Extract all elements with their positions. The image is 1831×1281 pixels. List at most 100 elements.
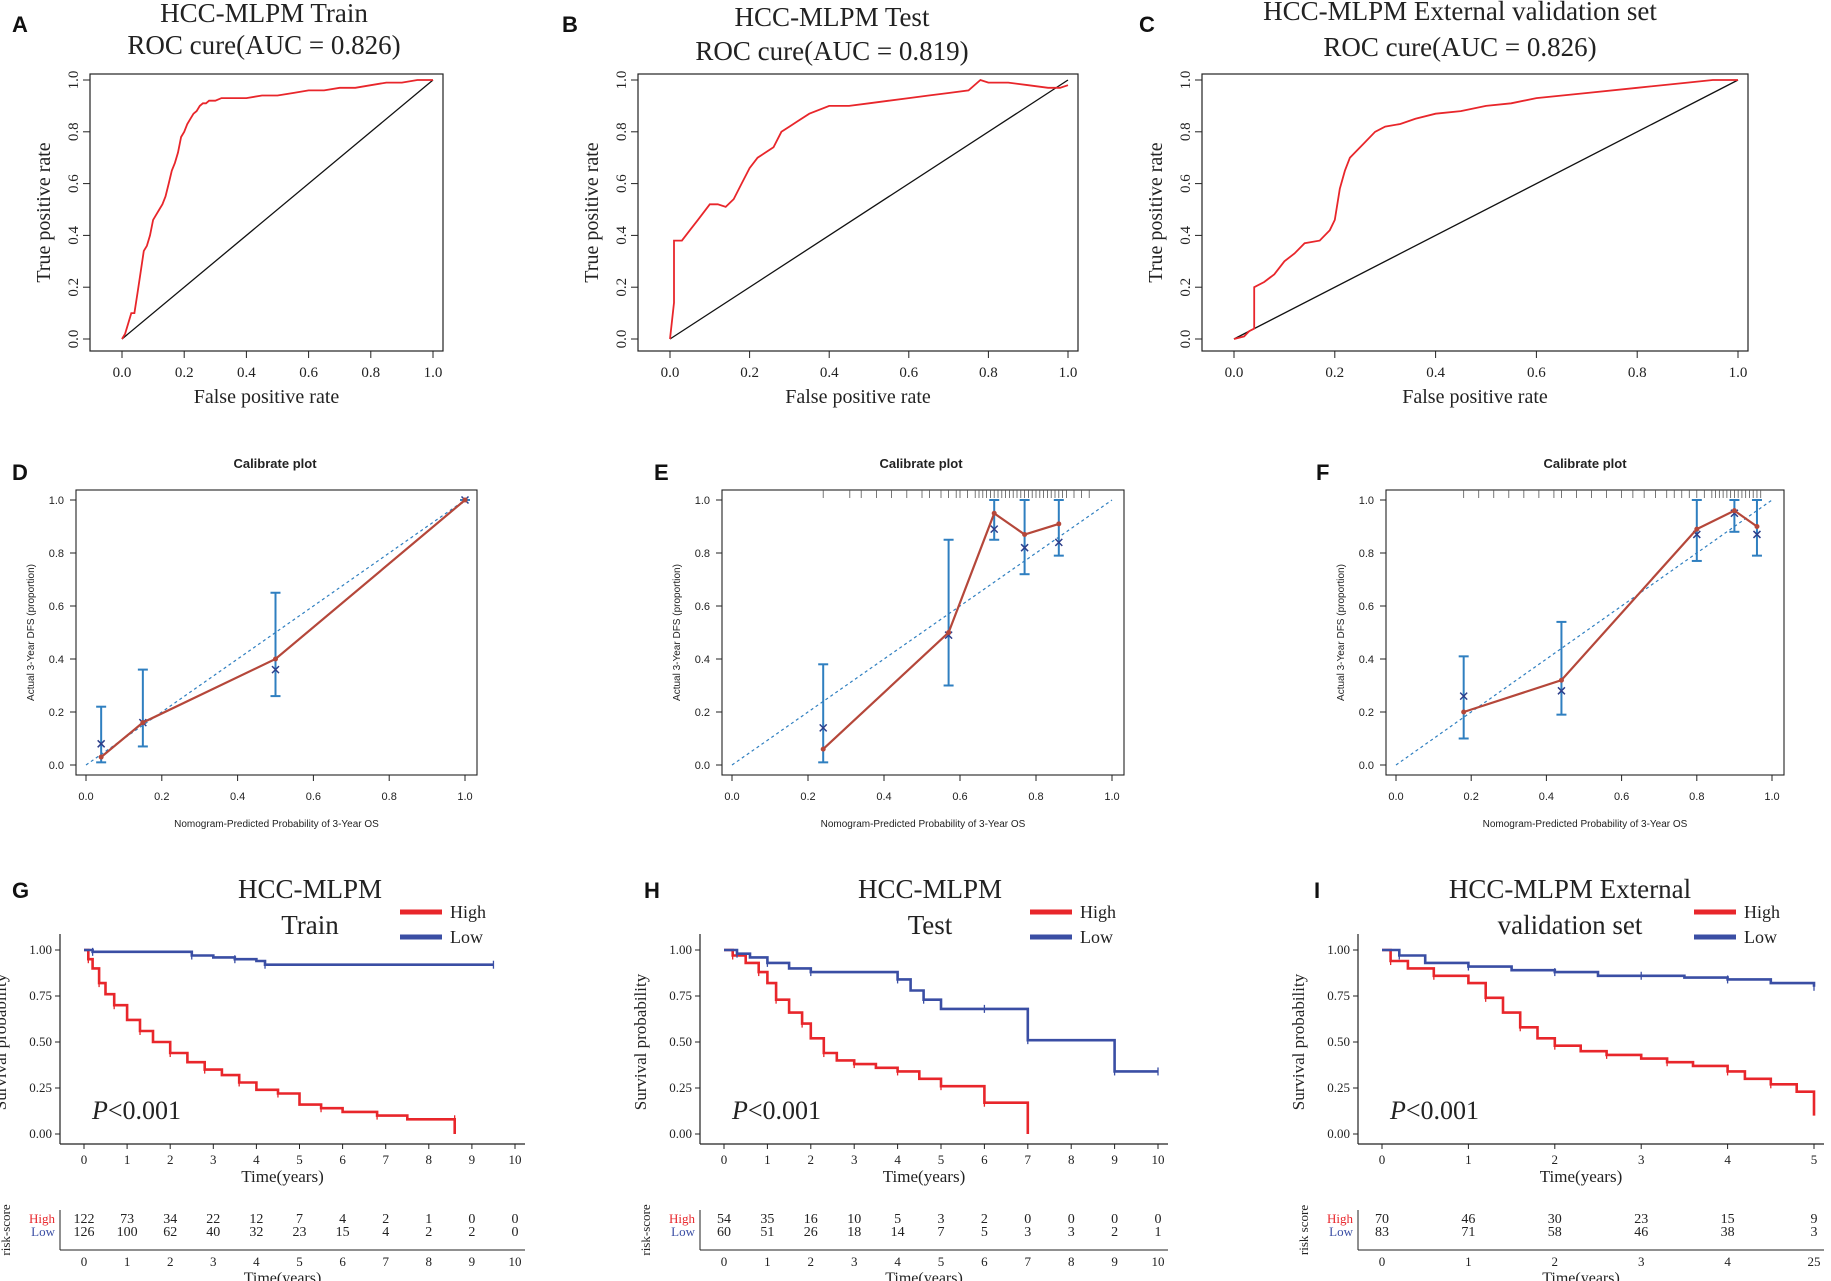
x-tick-label: 5	[296, 1152, 303, 1167]
risk-count: 0	[1024, 1212, 1031, 1227]
x-tick-label: 0.2	[1464, 791, 1479, 803]
risk-count: 2	[981, 1212, 988, 1227]
apparent-point	[273, 656, 278, 662]
x-axis-label: False positive rate	[194, 386, 340, 408]
y-axis-label: True positive rate	[581, 142, 603, 282]
y-axis-label: Actual 3-Year DFS (proportion)	[1336, 564, 1347, 701]
risk-count: 2	[382, 1212, 389, 1227]
risk-x-tick-label: 4	[1724, 1254, 1731, 1269]
roc-curve	[1233, 79, 1738, 340]
risk-x-tick-label: 0	[81, 1254, 88, 1269]
apparent-point	[991, 510, 997, 516]
risk-table-label: risk-score	[0, 1204, 13, 1255]
risk-count: 23	[1634, 1212, 1648, 1227]
y-tick-label: 1.0	[49, 495, 64, 507]
x-tick-label: 1	[1465, 1152, 1472, 1167]
risk-count: 83	[1375, 1225, 1389, 1240]
risk-count: 4	[339, 1212, 346, 1227]
x-tick-label: 6	[339, 1152, 346, 1167]
risk-x-tick-label: 0	[1379, 1254, 1386, 1269]
p-value-label: P<0.001	[1389, 1096, 1479, 1125]
y-axis-label: True positive rate	[33, 142, 55, 282]
risk-x-tick-label: 3	[210, 1254, 217, 1269]
x-tick-label: 2	[167, 1152, 174, 1167]
apparent-point	[462, 497, 468, 503]
chart-title: HCC-MLPM Train	[160, 0, 368, 28]
ideal-reference-line	[85, 499, 466, 766]
x-tick-label: 5	[938, 1152, 945, 1167]
x-tick-label: 0.2	[800, 791, 815, 803]
y-axis-label: True positive rate	[1145, 142, 1167, 282]
x-tick-label: 0.2	[175, 365, 194, 381]
apparent-point	[1022, 531, 1028, 537]
p-symbol: P	[731, 1096, 748, 1125]
y-tick-label: 1.0	[695, 495, 710, 507]
corrected-point	[271, 665, 280, 674]
risk-count: 16	[804, 1212, 818, 1227]
apparent-point	[1731, 508, 1737, 514]
risk-count: 5	[894, 1212, 901, 1227]
x-tick-label: 0.4	[237, 365, 256, 381]
corrected-point	[97, 739, 106, 748]
y-tick-label: 0.25	[1327, 1080, 1350, 1095]
corrected-point	[819, 723, 828, 732]
x-tick-label: 0.0	[78, 791, 93, 803]
corrected-point	[1054, 538, 1063, 547]
risk-count: 15	[336, 1225, 350, 1240]
x-tick-label: 0.8	[1028, 791, 1043, 803]
risk-count: 0	[512, 1212, 519, 1227]
risk-x-tick-label: 0	[721, 1254, 728, 1269]
y-tick-label: 1.00	[1327, 942, 1350, 957]
x-tick-label: 4	[253, 1152, 260, 1167]
x-tick-label: 2	[808, 1152, 815, 1167]
y-tick-label: 0.00	[1327, 1126, 1350, 1141]
x-tick-label: 0.2	[740, 365, 759, 381]
y-tick-label: 0.2	[1359, 707, 1374, 719]
x-axis-label: Time(years)	[241, 1167, 323, 1186]
x-tick-label: 9	[1111, 1152, 1118, 1167]
risk-count: 12	[249, 1212, 263, 1227]
y-tick-label: 0.75	[1327, 988, 1350, 1003]
y-tick-label: 0.0	[695, 760, 710, 772]
roc-curve	[121, 79, 433, 340]
risk-count: 10	[847, 1212, 861, 1227]
x-tick-label: 10	[1152, 1152, 1165, 1167]
y-tick-label: 0.6	[49, 601, 64, 613]
risk-row-label-low: Low	[31, 1224, 55, 1239]
risk-count: 71	[1461, 1225, 1475, 1240]
risk-count: 2	[425, 1225, 432, 1240]
risk-x-tick-label: 10	[1152, 1254, 1165, 1269]
survival-curve-low	[1382, 948, 1816, 987]
y-tick-label: 0.25	[29, 1080, 52, 1095]
survival-curve-high	[724, 948, 1030, 1134]
x-tick-label: 0	[81, 1152, 88, 1167]
calibration-panel-D: D Calibrate plot 0.0 0.2 0.4 0.6 0.8 1.0 0.0 0.2 0…	[12, 456, 478, 830]
x-tick-label: 1.0	[1104, 791, 1119, 803]
y-axis-label: Survival probability	[1289, 973, 1308, 1110]
x-tick-label: 0.8	[382, 791, 397, 803]
risk-x-tick-label: 4	[894, 1254, 901, 1269]
risk-count: 0	[1068, 1212, 1075, 1227]
y-tick-label: 0.00	[669, 1126, 692, 1141]
p-value-label: P<0.001	[731, 1096, 821, 1125]
risk-x-tick-label: 9	[469, 1254, 476, 1269]
legend-label-low: Low	[1080, 927, 1113, 947]
plot-frame	[637, 73, 1079, 352]
risk-x-tick-label: 3	[1638, 1254, 1645, 1269]
x-tick-label: 10	[509, 1152, 522, 1167]
x-tick-label: 0.6	[306, 791, 321, 803]
plot-frame	[1385, 489, 1785, 776]
x-tick-label: 0.0	[724, 791, 739, 803]
risk-x-tick-label: 1	[124, 1254, 131, 1269]
ideal-reference-line	[731, 499, 1113, 766]
p-value: <0.001	[748, 1096, 821, 1125]
x-tick-label: 0.6	[1527, 365, 1546, 381]
risk-count: 100	[117, 1225, 138, 1240]
panel-letter: G	[12, 878, 29, 903]
apparent-point	[1461, 709, 1467, 715]
x-tick-label: 0	[721, 1152, 728, 1167]
y-tick-label: 0.8	[66, 122, 82, 141]
risk-count: 1	[425, 1212, 432, 1227]
